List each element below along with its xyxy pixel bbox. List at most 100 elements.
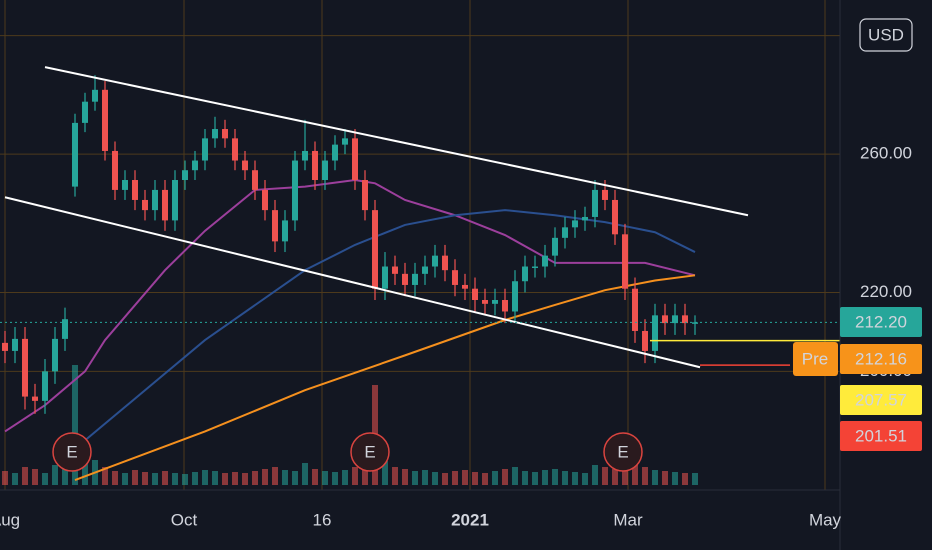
candle-body — [312, 150, 318, 181]
candle-body — [332, 144, 338, 161]
candle-body — [522, 266, 528, 282]
volume-bar — [302, 463, 308, 485]
candle-body — [262, 189, 268, 211]
candle-body — [492, 300, 498, 304]
candle-body — [632, 288, 638, 331]
volume-bar — [492, 471, 498, 485]
volume-bar — [122, 473, 128, 485]
volume-bar — [42, 473, 48, 485]
earnings-marker[interactable] — [350, 432, 390, 472]
volume-bar — [642, 467, 648, 485]
candle-body — [102, 89, 108, 151]
price-label-box — [840, 421, 922, 451]
volume-bar — [422, 470, 428, 485]
volume-bar — [32, 469, 38, 485]
volume-bar — [152, 473, 158, 485]
candle-body — [582, 216, 588, 221]
candle-body — [292, 160, 298, 221]
volume-bar — [172, 473, 178, 485]
volume-bar — [142, 472, 148, 485]
candle-body — [352, 138, 358, 181]
earnings-label[interactable]: E — [617, 442, 628, 461]
volume-bar — [232, 472, 238, 485]
price-label-box — [840, 344, 922, 374]
candle-body — [682, 315, 688, 324]
candle-body — [42, 371, 48, 401]
volume-bar — [402, 469, 408, 485]
volume-bar — [412, 471, 418, 485]
volume-bar — [102, 467, 108, 485]
volume-bar — [392, 467, 398, 485]
volume-bar — [332, 472, 338, 485]
candle-body — [472, 288, 478, 301]
volume-bar — [522, 471, 528, 485]
candle-body — [532, 266, 538, 269]
x-tick-label: 2021 — [451, 510, 489, 529]
trend-line — [4, 196, 701, 369]
candle-body — [142, 199, 148, 211]
candle-body — [82, 101, 88, 123]
candle-body — [652, 315, 658, 351]
earnings-label[interactable]: E — [364, 442, 375, 461]
currency-label[interactable]: USD — [868, 25, 904, 44]
volume-bar — [312, 469, 318, 485]
candle-body — [622, 234, 628, 289]
candle-body — [482, 300, 488, 304]
volume-bar — [652, 470, 658, 485]
earnings-label[interactable]: E — [66, 442, 77, 461]
price-labels: 212.20 212.16 Pre 207.57 201.51 — [793, 307, 922, 451]
volume-bar — [542, 470, 548, 485]
candle-body — [392, 266, 398, 274]
volume-bar — [242, 473, 248, 485]
volume-bar — [662, 471, 668, 485]
candle-body — [552, 237, 558, 256]
volume-bar — [52, 465, 58, 485]
volume-bar — [432, 472, 438, 485]
candle-body — [222, 129, 228, 139]
candle-body — [402, 273, 408, 285]
candle-body — [302, 150, 308, 161]
candle-body — [172, 180, 178, 221]
candle-body — [122, 180, 128, 190]
x-tick-label: 16 — [313, 510, 332, 529]
earnings-marker[interactable] — [52, 432, 92, 472]
candle-body — [322, 160, 328, 181]
x-tick-label: Aug — [0, 510, 20, 529]
candle-body — [112, 150, 118, 190]
currency-box[interactable] — [859, 18, 913, 52]
candle-body — [412, 273, 418, 285]
candle-body — [672, 315, 678, 324]
volume-bar — [272, 467, 278, 485]
volume-bar — [672, 472, 678, 485]
candle-body — [542, 255, 548, 267]
earnings-marker[interactable] — [603, 432, 643, 472]
y-tick-label: 260.00 — [860, 144, 912, 163]
price-label-box — [840, 385, 922, 415]
volume-bar — [322, 471, 328, 485]
candle-body — [92, 89, 98, 102]
x-tick-label: May — [809, 510, 842, 529]
volume-bar — [2, 471, 8, 485]
volume-bar — [632, 463, 638, 485]
volume-bar — [72, 365, 78, 485]
volume-bar — [532, 472, 538, 485]
volume-bar — [62, 463, 68, 485]
volume-bar — [612, 469, 618, 485]
volume-bar — [252, 471, 258, 485]
candle-body — [382, 266, 388, 289]
volume-bar — [472, 472, 478, 485]
trend-line — [44, 66, 749, 217]
volume-bar — [382, 461, 388, 485]
candle-body — [272, 210, 278, 242]
volume-bar — [282, 470, 288, 485]
volume-bar — [162, 471, 168, 485]
candle-body — [512, 281, 518, 312]
candle-body — [72, 122, 78, 187]
volume-bar — [192, 472, 198, 485]
candle-body — [212, 129, 218, 139]
price-label-tag — [793, 342, 838, 376]
candle-body — [562, 227, 568, 238]
volume-bar — [442, 473, 448, 485]
